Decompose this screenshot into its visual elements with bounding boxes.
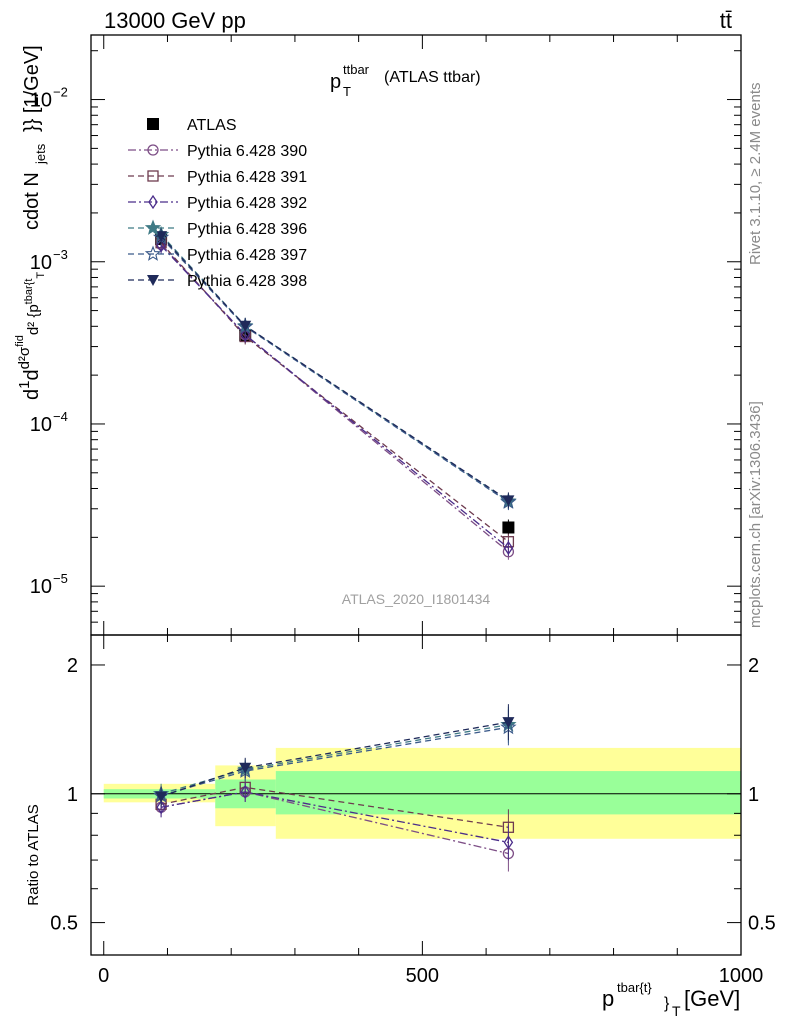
legend-label: ATLAS — [187, 117, 237, 134]
x-label-sup: tbar{t} — [617, 980, 652, 995]
data-point — [155, 231, 168, 243]
legend-marker — [147, 275, 159, 286]
ratio-band-inner-2 — [275, 771, 741, 815]
y-label-sub: jets — [33, 143, 48, 165]
main-y-tick-exponent: −2 — [53, 85, 68, 100]
x-label-unit: [GeV] — [684, 986, 740, 1011]
series-6-main — [155, 228, 515, 509]
legend-label: Pythia 6.428 392 — [187, 195, 307, 212]
mcplots-label: mcplots.cern.ch [arXiv:1306.3436] — [747, 401, 764, 628]
ratio-plot-frame — [90, 634, 742, 956]
y-label-text: cdot N — [21, 172, 43, 230]
main-y-tick-label: 10 — [30, 414, 52, 436]
main-y-tick-label: 10 — [30, 90, 52, 112]
main-y-tick-label: 10 — [30, 576, 52, 598]
rivet-version-label: Rivet 3.1.10, ≥ 2.4M events — [747, 83, 764, 266]
ratio-y-axis-label: Ratio to ATLAS — [25, 804, 42, 905]
ratio-point — [502, 717, 515, 729]
data-point — [502, 521, 515, 534]
legend-label: Pythia 6.428 396 — [187, 221, 307, 238]
x-tick-label: 1000 — [719, 965, 764, 987]
main-y-tick-exponent: −3 — [53, 247, 68, 262]
series-6-ratio — [155, 704, 515, 807]
legend-marker — [147, 118, 159, 130]
x-tick-label: 500 — [406, 965, 439, 987]
main-plot-title: p ttbar T (ATLAS ttbar) — [330, 62, 481, 99]
series-line — [160, 245, 509, 549]
title-sup: ttbar — [343, 62, 370, 77]
x-label-main: p — [602, 986, 614, 1011]
title-main: p — [330, 71, 341, 93]
legend-marker — [144, 219, 162, 235]
ratio-point — [155, 791, 168, 803]
legend-label: Pythia 6.428 391 — [187, 169, 307, 186]
legend: ATLAS Pythia 6.428 390 Pythia 6.428 391 Pyt… — [128, 117, 307, 290]
series-3-ratio — [156, 781, 514, 861]
legend-label: Pythia 6.428 398 — [187, 273, 307, 290]
data-point — [240, 327, 250, 342]
x-label-brace: } — [664, 995, 670, 1012]
ratio-y-tick-label-right: 1 — [748, 784, 759, 806]
collision-label: 13000 GeV pp — [104, 8, 246, 33]
data-point — [502, 495, 515, 507]
legend-marker — [148, 194, 158, 210]
x-label-sub: T — [672, 1003, 681, 1019]
ratio-y-tick-label: 0.5 — [50, 913, 78, 935]
ratio-point — [503, 835, 514, 850]
legend-marker — [147, 170, 159, 182]
x-tick-label: 0 — [98, 965, 109, 987]
series-5-main — [152, 229, 517, 511]
main-y-tick-label: 10 — [30, 252, 52, 274]
analysis-watermark: ATLAS_2020_I1801434 — [342, 591, 491, 607]
legend-label: Pythia 6.428 390 — [187, 143, 307, 160]
ratio-y-tick-label-right: 2 — [748, 655, 759, 677]
title-rest: (ATLAS ttbar) — [384, 69, 481, 86]
legend-label: Pythia 6.428 397 — [187, 247, 307, 264]
ratio-y-tick-label: 2 — [67, 655, 78, 677]
main-y-tick-exponent: −5 — [53, 571, 68, 586]
legend-marker — [147, 144, 159, 156]
data-point — [503, 540, 514, 556]
series-4-main — [152, 226, 517, 510]
process-label: tt̄ — [720, 8, 732, 33]
legend-marker — [144, 245, 162, 261]
ratio-y-tick-label: 1 — [67, 784, 78, 806]
ratio-line — [160, 724, 509, 795]
y-label-frac: d1dd²σfidd² {ptbar{tT — [14, 272, 47, 400]
ratio-point — [156, 800, 166, 815]
title-sub: T — [343, 84, 351, 99]
x-axis-label: p tbar{t} } T [GeV] — [602, 980, 740, 1019]
data-point — [156, 238, 166, 253]
series-line — [160, 243, 509, 553]
data-point — [239, 320, 252, 332]
ratio-line — [160, 726, 509, 797]
ratio-point — [240, 784, 250, 800]
main-y-tick-exponent: −4 — [53, 409, 68, 424]
y-label-tail: }} [1/GeV] — [21, 45, 43, 132]
ratio-point — [239, 762, 252, 774]
ratio-y-tick-label-right: 0.5 — [748, 913, 776, 935]
